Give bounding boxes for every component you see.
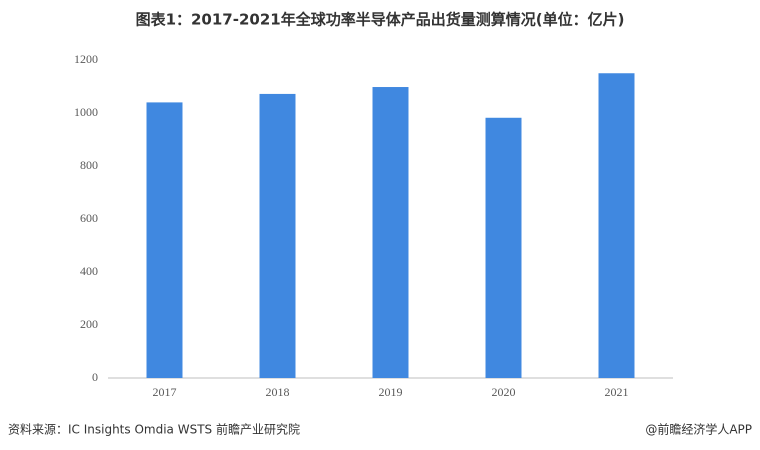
y-tick-label: 0	[92, 370, 98, 384]
bar	[146, 102, 183, 379]
bar	[598, 73, 635, 378]
bar	[485, 117, 522, 379]
bar	[259, 93, 296, 379]
x-tick-label: 2019	[379, 385, 403, 399]
x-tick-label: 2018	[266, 385, 290, 399]
bar	[372, 87, 409, 378]
source-note: 资料来源：IC Insights Omdia WSTS 前瞻产业研究院	[8, 422, 300, 437]
y-tick-label: 1200	[74, 52, 98, 66]
y-tick-label: 600	[80, 211, 98, 225]
x-tick-label: 2020	[492, 385, 516, 399]
y-tick-label: 400	[80, 264, 98, 278]
y-tick-label: 800	[80, 158, 98, 172]
x-tick-label: 2021	[605, 385, 629, 399]
y-tick-label: 1000	[74, 105, 98, 119]
credit: @前瞻经济学人APP	[645, 422, 752, 437]
chart-title: 图表1：2017-2021年全球功率半导体产品出货量测算情况(单位：亿片)	[136, 11, 625, 29]
y-tick-label: 200	[80, 317, 98, 331]
x-tick-label: 2017	[153, 385, 177, 399]
